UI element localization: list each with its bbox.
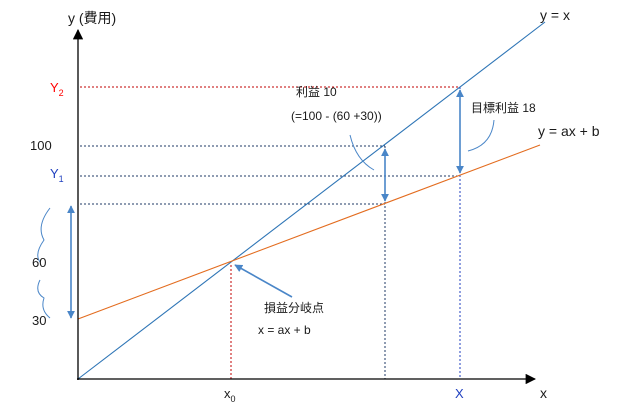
- cost-line: [77, 144, 541, 320]
- target-profit-annotation: 目標利益 18: [471, 101, 536, 115]
- breakeven-pointer: [234, 264, 293, 298]
- y1-tick-label: Y1: [50, 166, 64, 184]
- y2-tick-label: Y2: [50, 80, 64, 98]
- y30-tick-label: 30: [32, 313, 46, 328]
- profit-callout-curve: [349, 134, 375, 171]
- x-axis-label: x: [540, 385, 547, 401]
- breakeven-annotation-line1: 損益分岐点: [264, 300, 324, 315]
- breakeven-annotation-line2: x = ax + b: [258, 323, 311, 337]
- revenue-line-label: y = x: [540, 7, 570, 23]
- target-callout-curve: [467, 119, 495, 152]
- x0-tick-label: x0: [224, 386, 236, 404]
- cost-line-label: y = ax + b: [538, 123, 600, 139]
- profit-annotation-line2: (=100 - (60 +30)): [291, 109, 382, 123]
- y100-tick-label: 100: [30, 138, 52, 153]
- y60-tick-label: 60: [32, 255, 46, 270]
- profit-annotation-line1: 利益 10: [296, 85, 337, 99]
- fixed-cost-brace: [37, 207, 51, 319]
- y-axis-label: y (費用): [68, 10, 116, 26]
- revenue-line: [77, 21, 546, 380]
- X-tick-label: X: [455, 386, 464, 401]
